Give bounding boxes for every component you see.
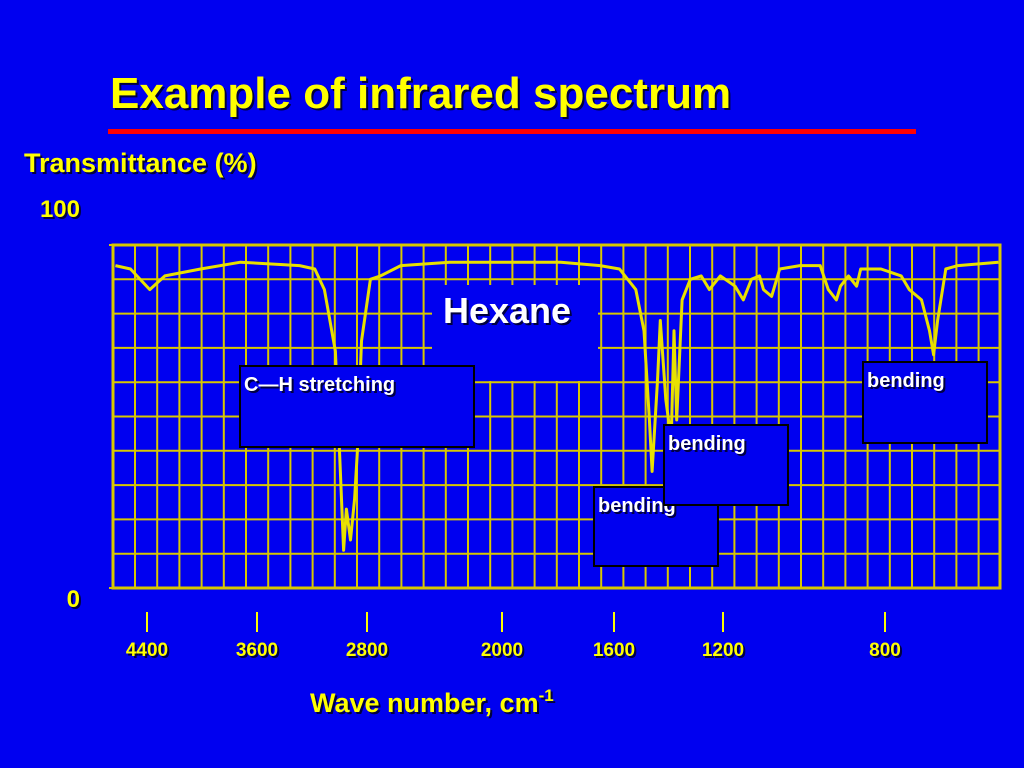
y-axis-label: Transmittance (%) — [24, 148, 257, 178]
x-tick-label: 2800 — [346, 640, 388, 661]
x-tick-label: 1600 — [593, 640, 635, 661]
annotation: bending — [867, 370, 945, 392]
y-tick-label: 0 — [67, 586, 80, 613]
annotation-box — [862, 361, 988, 444]
legend-entry: Hexane — [443, 290, 571, 331]
x-axis-label: Wave number, cm-1 — [310, 686, 554, 718]
plot: 0 100 4400 3600 2800 2000 1600 1200 800 Hexane C—H… — [40, 196, 1002, 661]
y-tick-label: 100 — [40, 196, 80, 223]
x-tick-label: 3600 — [236, 640, 278, 661]
annotation: bending — [598, 495, 676, 517]
annotation: bending — [668, 433, 746, 455]
x-axis-label-sup: -1 — [539, 686, 554, 705]
annotation: C—H stretching — [244, 374, 395, 396]
x-tick-label: 4400 — [126, 640, 168, 661]
x-tick-label: 2000 — [481, 640, 523, 661]
title-underline — [108, 129, 916, 134]
annotation-box — [663, 424, 789, 506]
slide-title: Example of infrared spectrum — [110, 69, 731, 118]
x-tick-label: 1200 — [702, 640, 744, 661]
x-axis-label-main: Wave number, cm — [310, 688, 539, 718]
x-tick-label: 800 — [869, 640, 901, 661]
annotation-box — [239, 365, 475, 448]
